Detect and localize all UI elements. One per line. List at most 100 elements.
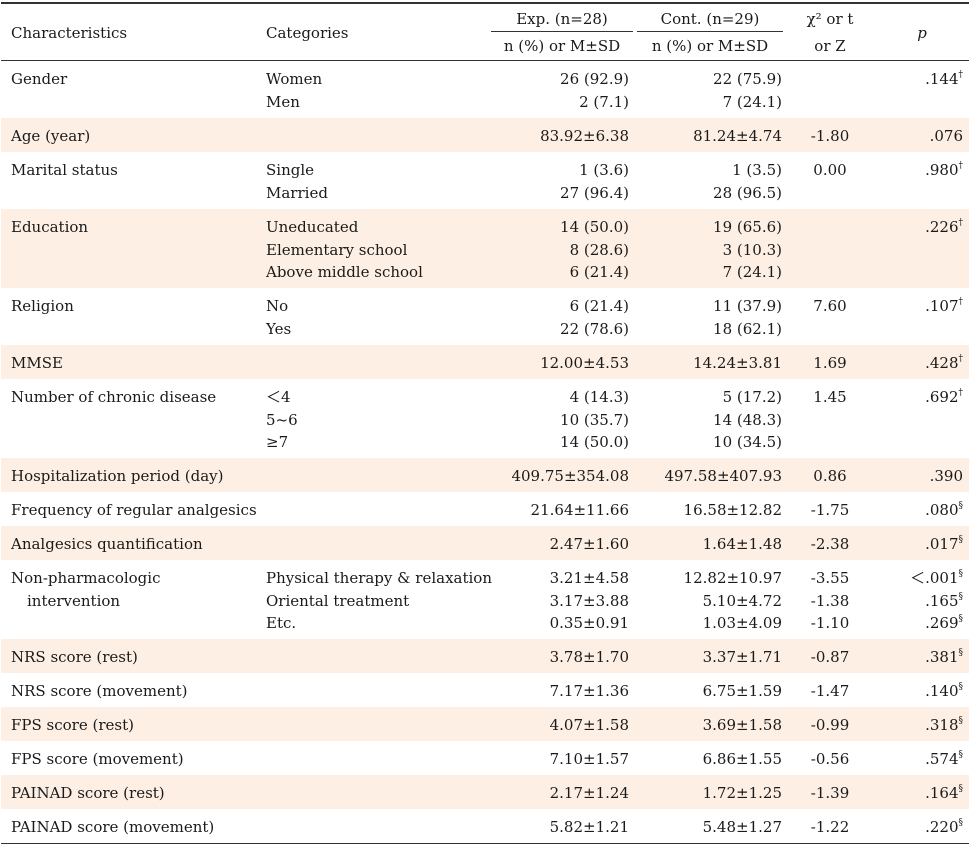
p-value-cell: .220§ bbox=[881, 816, 963, 839]
category-cell-line: 5~6 bbox=[266, 410, 298, 429]
exp-value-cell-line: 83.92±6.38 bbox=[540, 127, 629, 145]
exp-value-cell-line: 7.10±1.57 bbox=[549, 750, 629, 768]
table-row: Age (year) 83.92±6.38 81.24±4.74 -1.80 .076 bbox=[1, 118, 969, 152]
exp-value-cell-line: 2.47±1.60 bbox=[549, 535, 629, 553]
exp-value-cell: 409.75±354.08 bbox=[491, 465, 629, 488]
cont-value-cell: 12.82±10.97 5.10±4.72 1.03±4.09 bbox=[636, 567, 782, 635]
exp-value-cell-line: 8 (28.6) bbox=[569, 240, 629, 259]
cont-value-cell-line: 7 (24.1) bbox=[722, 263, 782, 281]
header-p: p bbox=[917, 24, 927, 42]
table-row: PAINAD score (movement) 5.82±1.21 5.48±1.2… bbox=[1, 809, 969, 843]
cont-value-cell-line: 7 (24.1) bbox=[722, 92, 782, 111]
table-row: Education Uneducated Elementary school Abov… bbox=[1, 209, 969, 288]
cont-value-cell-line: 11 (37.9) bbox=[713, 297, 782, 315]
cont-value-cell-line: 10 (34.5) bbox=[713, 433, 782, 451]
statistic-cell-line: -1.38 bbox=[810, 591, 850, 610]
header-cont-sub: n (%) or M±SD bbox=[651, 37, 769, 55]
exp-value-cell: 7.10±1.57 bbox=[491, 748, 629, 771]
cont-value-cell-line: 1.64±1.48 bbox=[702, 535, 782, 553]
characteristic-cell-line: MMSE bbox=[11, 354, 63, 372]
statistic-cell-line: 1.45 bbox=[813, 388, 847, 406]
p-value: ＜.001 bbox=[910, 569, 959, 587]
exp-value-cell-line: 26 (92.9) bbox=[560, 70, 629, 88]
p-value-cell: .318§ bbox=[881, 714, 963, 737]
table-row: NRS score (rest) 3.78±1.70 3.37±1.71 -0.87.… bbox=[1, 639, 969, 673]
p-value: .080 bbox=[925, 501, 959, 519]
characteristic-cell: Frequency of regular analgesics bbox=[11, 499, 261, 522]
p-value-cell: .140§ bbox=[881, 680, 963, 703]
footnote-mark: § bbox=[958, 716, 964, 726]
exp-value-cell: 4.07±1.58 bbox=[491, 714, 629, 737]
p-value-line: .692† bbox=[881, 386, 963, 409]
characteristic-cell-line: intervention bbox=[27, 591, 121, 610]
table-header: Characteristics Categories Exp. (n=28) C… bbox=[1, 4, 969, 61]
cont-value-cell-line: 14.24±3.81 bbox=[693, 354, 782, 372]
footnote-mark: § bbox=[958, 535, 964, 545]
table-row: FPS score (movement) 7.10±1.57 6.86±1.55 -0… bbox=[1, 741, 969, 775]
category-cell: Women Men bbox=[266, 68, 496, 113]
statistic-cell: 1.45 bbox=[786, 386, 874, 409]
table-row: Hospitalization period (day) 409.75±354.0… bbox=[1, 458, 969, 492]
statistic-cell-line: -2.38 bbox=[810, 535, 850, 553]
characteristic-cell: Age (year) bbox=[11, 125, 261, 148]
footnote-mark: § bbox=[958, 569, 964, 579]
category-cell-line: Yes bbox=[266, 319, 292, 338]
p-value: .980 bbox=[925, 161, 959, 179]
exp-value-cell-line: 6 (21.4) bbox=[569, 263, 629, 281]
category-cell: No Yes bbox=[266, 295, 496, 340]
header-stat-line2: or Z bbox=[814, 37, 846, 55]
statistic-cell: -1.75 bbox=[786, 499, 874, 522]
cont-value-cell-line: 28 (96.5) bbox=[713, 183, 782, 202]
p-value-cell: .980† bbox=[881, 159, 963, 182]
exp-value-cell-line: 409.75±354.08 bbox=[511, 467, 629, 485]
p-value: .226 bbox=[925, 218, 959, 236]
p-value-cell: .017§ bbox=[881, 533, 963, 556]
footnote-mark: § bbox=[958, 501, 964, 511]
characteristic-cell-line: FPS score (movement) bbox=[11, 750, 184, 768]
table-row: FPS score (rest) 4.07±1.58 3.69±1.58 -0.99.… bbox=[1, 707, 969, 741]
category-cell-line: Married bbox=[266, 183, 328, 202]
p-value-line: .428† bbox=[881, 352, 963, 375]
characteristic-cell: Non-pharmacologic intervention bbox=[11, 567, 261, 612]
cont-value-cell: 81.24±4.74 bbox=[636, 125, 782, 148]
statistic-cell: 0.00 bbox=[786, 159, 874, 182]
p-value-cell: .080§ bbox=[881, 499, 963, 522]
statistic-cell-line: -3.55 bbox=[810, 569, 850, 587]
statistic-cell: -3.55 -1.38 -1.10 bbox=[786, 567, 874, 635]
cont-value-cell-line: 14 (48.3) bbox=[713, 410, 782, 429]
exp-value-cell: 4 (14.3) 10 (35.7) 14 (50.0) bbox=[491, 386, 629, 454]
p-value-cell: ＜.001§ .165§ .269§ bbox=[881, 567, 963, 635]
cont-value-cell: 5 (17.2) 14 (48.3) 10 (34.5) bbox=[636, 386, 782, 454]
cont-value-cell-line: 5.10±4.72 bbox=[702, 591, 782, 610]
cont-value-cell-line: 6.75±1.59 bbox=[702, 682, 782, 700]
table-row: Analgesics quantification 2.47±1.60 1.64±1… bbox=[1, 526, 969, 560]
cont-value-cell-line: 12.82±10.97 bbox=[683, 569, 782, 587]
p-value-cell: .107† bbox=[881, 295, 963, 318]
exp-value-cell: 6 (21.4) 22 (78.6) bbox=[491, 295, 629, 340]
category-cell: ＜4 5~6 ≥7 bbox=[266, 386, 496, 454]
header-cont: Cont. (n=29) bbox=[660, 10, 760, 28]
characteristic-cell: Analgesics quantification bbox=[11, 533, 261, 556]
characteristic-cell: PAINAD score (movement) bbox=[11, 816, 261, 839]
table-row: PAINAD score (rest) 2.17±1.24 1.72±1.25 -1.… bbox=[1, 775, 969, 809]
exp-value-cell-line: 10 (35.7) bbox=[560, 410, 629, 429]
cont-value-cell-line: 16.58±12.82 bbox=[683, 501, 782, 519]
footnote-mark: † bbox=[958, 297, 964, 307]
category-cell-line: Men bbox=[266, 92, 300, 111]
statistic-cell-line: -0.99 bbox=[810, 716, 850, 734]
footnote-mark: § bbox=[958, 614, 964, 624]
exp-value-cell-line: 3.21±4.58 bbox=[549, 569, 629, 587]
footnote-mark: § bbox=[958, 750, 964, 760]
exp-value-cell-line: 14 (50.0) bbox=[560, 433, 629, 451]
exp-value-cell-line: 6 (21.4) bbox=[569, 297, 629, 315]
table-row: Gender Women Men 26 (92.9) 2 (7.1) 22 (75.9) 7… bbox=[1, 61, 969, 118]
p-value: .692 bbox=[925, 388, 959, 406]
cont-value-cell-line: 5.48±1.27 bbox=[702, 818, 782, 836]
statistic-cell: -1.47 bbox=[786, 680, 874, 703]
p-value-line: .318§ bbox=[881, 714, 963, 737]
characteristic-cell-line: Education bbox=[11, 218, 89, 236]
table-row: MMSE 12.00±4.53 14.24±3.81 1.69 .428† bbox=[1, 345, 969, 379]
exp-value-cell-line: 27 (96.4) bbox=[560, 183, 629, 202]
category-cell-line: Uneducated bbox=[266, 218, 359, 236]
